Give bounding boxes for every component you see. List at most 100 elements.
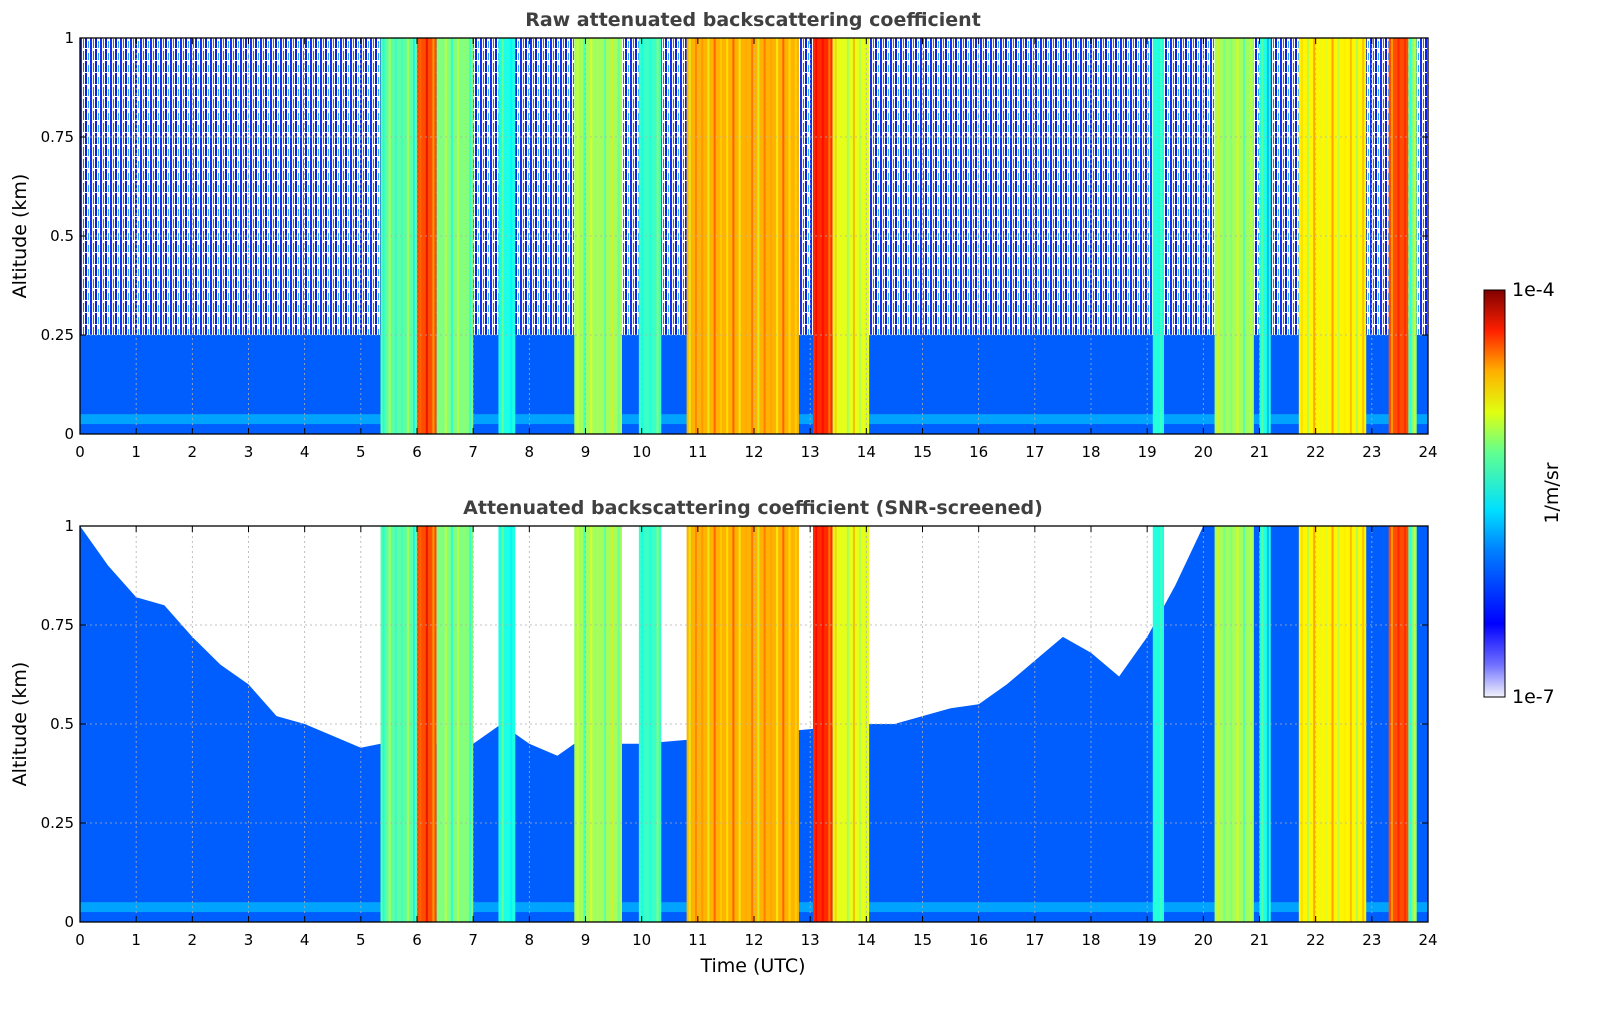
y-axis-label: Altitude (km)	[9, 174, 31, 299]
cloud-column	[1152, 38, 1165, 434]
cloud-streak	[751, 526, 754, 922]
y-tick-label: 0	[64, 913, 74, 931]
x-tick-label: 16	[969, 443, 988, 461]
cloud-streak	[1331, 38, 1334, 434]
x-tick-label: 21	[1250, 931, 1269, 949]
x-tick-label: 22	[1306, 931, 1325, 949]
colorbar-label: 1/m/sr	[1541, 462, 1563, 523]
x-tick-label: 2	[188, 931, 198, 949]
cloud-streak	[583, 526, 586, 922]
x-tick-label: 9	[581, 443, 591, 461]
x-tick-label: 14	[857, 931, 876, 949]
cloud-streak	[726, 38, 729, 434]
cloud-streak	[412, 38, 415, 434]
y-tick-label: 1	[64, 517, 74, 535]
colorbar: 1e-4 1e-7 1/m/sr	[1483, 279, 1563, 708]
cloud-column	[436, 526, 474, 922]
x-tick-label: 14	[857, 443, 876, 461]
cloud-streak	[776, 38, 779, 434]
cloud-streak	[1413, 38, 1416, 434]
cloud-streak	[782, 38, 785, 434]
cloud-streak	[1331, 526, 1334, 922]
cloud-streak	[701, 38, 704, 434]
cloud-streak	[501, 38, 504, 434]
cloud-streak	[501, 526, 504, 922]
cloud-streak	[713, 38, 716, 434]
x-tick-label: 4	[300, 443, 310, 461]
x-tick-label: 24	[1418, 443, 1437, 461]
x-tick-label: 18	[1081, 931, 1100, 949]
cloud-streak	[1343, 526, 1346, 922]
x-tick-label: 1	[131, 931, 141, 949]
x-tick-label: 7	[468, 443, 478, 461]
cloud-streak	[1307, 526, 1310, 922]
y-tick-label: 0	[64, 425, 74, 443]
cloud-streak	[656, 526, 659, 922]
cloud-streak	[763, 526, 766, 922]
cloud-streak	[1223, 38, 1226, 434]
cloud-streak	[1266, 526, 1269, 922]
x-tick-label: 12	[744, 443, 763, 461]
x-tick-label: 18	[1081, 443, 1100, 461]
panel-raw: Raw attenuated backscattering coefficien…	[9, 9, 1438, 461]
cloud-streak	[732, 38, 735, 434]
cloud-streak	[1356, 38, 1359, 434]
cloud-streak	[463, 38, 466, 434]
x-tick-label: 22	[1306, 443, 1325, 461]
x-tick-label: 23	[1362, 443, 1381, 461]
x-tick-label: 15	[913, 931, 932, 949]
cloud-streak	[763, 38, 766, 434]
cloud-streak	[732, 526, 735, 922]
cloud-streak	[603, 526, 606, 922]
cloud-streak	[412, 526, 415, 922]
panel-title: Attenuated backscattering coefficient (S…	[463, 497, 1043, 519]
cloud-column	[686, 38, 799, 434]
cloud-streak	[388, 38, 391, 434]
cloud-streak	[757, 526, 760, 922]
x-tick-label: 0	[75, 931, 85, 949]
cloud-streak	[1313, 38, 1316, 434]
cloud-column	[1408, 526, 1417, 922]
cloud-streak	[1337, 38, 1340, 434]
colorbar-max-label: 1e-4	[1512, 279, 1555, 301]
cloud-streak	[1313, 526, 1316, 922]
cloud-column	[1152, 526, 1165, 922]
cloud-streak	[641, 526, 644, 922]
cloud-streak	[597, 526, 600, 922]
x-axis-label: Time (UTC)	[699, 955, 805, 977]
x-tick-label: 5	[356, 443, 366, 461]
y-tick-label: 0.5	[50, 715, 74, 733]
x-tick-label: 19	[1138, 931, 1157, 949]
cloud-streak	[603, 38, 606, 434]
cloud-streak	[707, 38, 710, 434]
cloud-streak	[456, 38, 459, 434]
x-tick-label: 10	[632, 443, 651, 461]
y-axis-label: Altitude (km)	[9, 662, 31, 787]
colorbar-min-label: 1e-7	[1512, 686, 1555, 708]
cloud-streak	[776, 526, 779, 922]
cloud-streak	[788, 38, 791, 434]
cloud-column	[436, 38, 474, 434]
cloud-streak	[456, 526, 459, 922]
cloud-streak	[1362, 526, 1365, 922]
x-tick-label: 1	[131, 443, 141, 461]
x-tick-label: 8	[525, 931, 535, 949]
cloud-streak	[846, 38, 849, 434]
cloud-streak	[432, 38, 435, 434]
x-tick-label: 17	[1025, 931, 1044, 949]
x-tick-label: 4	[300, 931, 310, 949]
cloud-streak	[1216, 526, 1219, 922]
cloud-streak	[641, 38, 644, 434]
cloud-streak	[432, 526, 435, 922]
cloud-streak	[583, 38, 586, 434]
cloud-streak	[852, 526, 855, 922]
cloud-streak	[1261, 526, 1264, 922]
cloud-streak	[726, 526, 729, 922]
cloud-streak	[1397, 38, 1400, 434]
y-tick-label: 0.5	[50, 227, 74, 245]
x-tick-label: 3	[244, 931, 254, 949]
x-tick-label: 2	[188, 443, 198, 461]
x-tick-label: 6	[412, 443, 422, 461]
cloud-streak	[1216, 38, 1219, 434]
